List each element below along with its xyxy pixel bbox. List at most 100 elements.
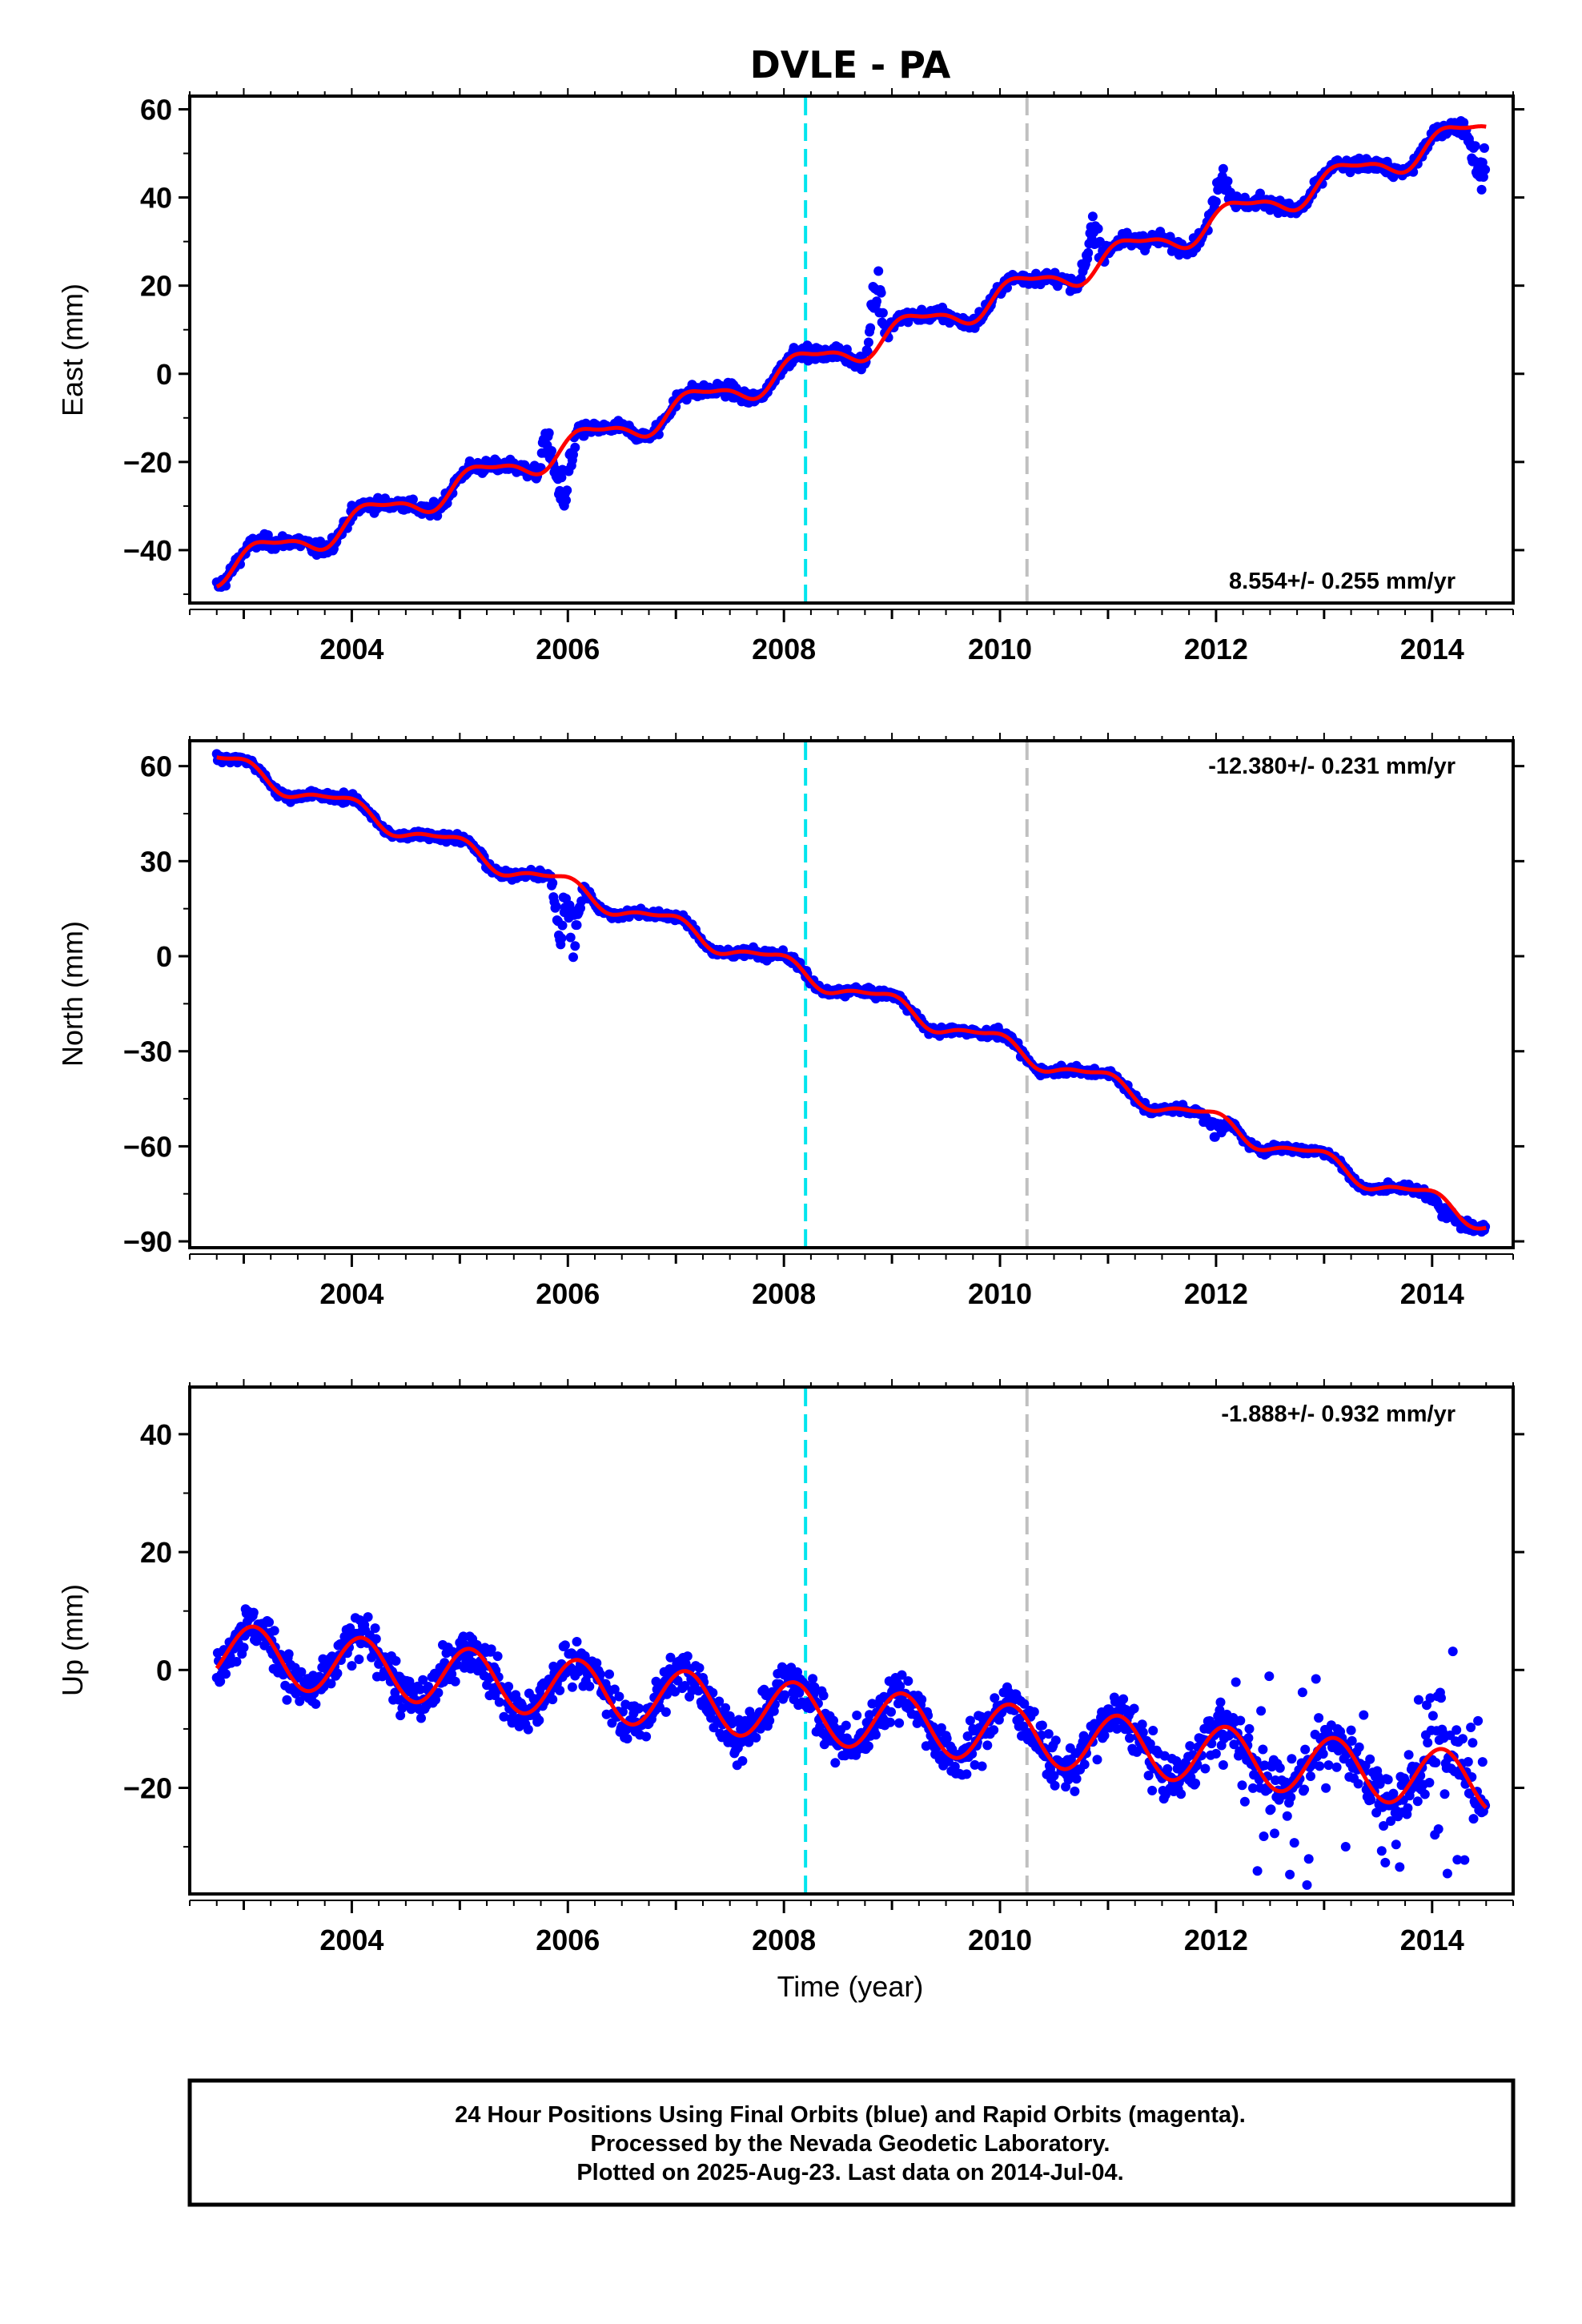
up-xtick-label: 2010 [968,1924,1032,1956]
up-data-point [248,1607,259,1618]
east-data-point [408,494,418,505]
east-data-point [1480,164,1491,175]
up-data-point [1256,1706,1267,1716]
up-data-point [1395,1862,1405,1872]
up-data-point [264,1617,274,1627]
up-data-point [1286,1792,1296,1803]
up-data-point [534,1715,544,1726]
north-data-points [211,749,1491,1237]
east-data-point [872,296,881,307]
up-data-point [1287,1754,1297,1764]
up-data-point [614,1691,624,1702]
east-data-point [579,431,589,441]
up-data-point [1037,1720,1047,1731]
east-xtick-label: 2004 [319,633,383,665]
up-data-point [1433,1824,1443,1834]
up-data-point [1237,1780,1247,1791]
up-xtick-label: 2004 [319,1924,383,1956]
north-ytick-label: −90 [123,1225,172,1258]
up-ytick-label: −20 [123,1772,172,1805]
up-data-point [494,1697,504,1707]
east-data-point [568,449,578,460]
up-data-point [584,1681,595,1691]
up-data-point [1403,1803,1413,1813]
north-ytick-label: 0 [156,940,172,973]
up-rate-label: -1.888+/- 0.932 mm/yr [1221,1401,1456,1427]
east-data-point [1223,176,1233,187]
up-data-point [1431,1758,1441,1767]
north-xtick-label: 2004 [319,1277,383,1310]
up-data-point [1264,1671,1275,1682]
up-data-point [1412,1796,1423,1807]
up-data-point [1148,1726,1158,1735]
up-data-point [1299,1784,1310,1795]
up-data-point [1129,1703,1139,1714]
up-data-point [818,1691,829,1701]
east-data-point [1211,196,1221,207]
up-data-point [1354,1742,1364,1752]
east-xtick-label: 2012 [1184,633,1248,665]
x-axis-label: Time (year) [777,1970,924,2003]
up-data-point [989,1725,999,1735]
east-data-point [862,347,873,357]
up-data-point [1477,1757,1488,1767]
up-data-point [548,1695,558,1705]
up-data-point [1300,1744,1311,1755]
north-ticks: −90 −60 −30 0 30 60 2004 2006 2008 2010 2012 2014 [123,733,1524,1310]
east-data-point [1478,172,1488,182]
east-data-points [211,116,1491,592]
up-data-point [1423,1738,1433,1748]
up-data-point [1071,1774,1082,1784]
up-data-point [1118,1694,1129,1704]
up-data-point [1365,1754,1375,1764]
up-data-point [622,1734,632,1744]
north-data-point [565,932,576,943]
up-data-point [1176,1789,1186,1799]
east-data-point [550,464,560,474]
up-data-point [1050,1780,1060,1791]
up-data-point [523,1724,533,1735]
north-rate-label: -12.380+/- 0.231 mm/yr [1208,754,1456,779]
up-data-point [1403,1750,1414,1760]
up-data-point [1439,1789,1450,1799]
east-event-lines [804,98,1029,601]
up-data-point [282,1695,292,1705]
up-data-point [1258,1744,1268,1755]
up-data-point [555,1685,565,1695]
north-event-lines [804,742,1029,1246]
up-data-point [332,1668,343,1679]
east-data-point [1087,211,1098,222]
east-xtick-label: 2006 [536,633,600,665]
up-data-point [1050,1735,1061,1746]
up-data-point [221,1669,231,1679]
up-data-point [1314,1713,1324,1723]
up-data-point [1231,1677,1241,1687]
up-data-point [1289,1838,1299,1848]
up-data-point [1323,1760,1334,1771]
up-data-point [965,1715,975,1726]
up-data-point [1302,1880,1312,1890]
up-data-point [1315,1761,1325,1771]
up-data-point [1346,1725,1356,1735]
up-model-fit-line [215,1624,1488,1810]
up-data-point [1473,1715,1484,1726]
up-data-point [1318,1749,1328,1759]
up-plot-frame [188,1385,1515,1896]
up-data-point [1270,1828,1279,1839]
north-data-point [572,920,582,931]
up-data-point [1383,1775,1393,1785]
up-data-point [765,1715,775,1726]
up-data-point [1413,1695,1423,1705]
up-data-point [737,1755,748,1766]
up-data-point [1436,1693,1446,1703]
up-data-point [239,1642,249,1653]
east-ytick-label: 0 [156,358,172,391]
up-data-point [604,1669,614,1679]
north-ytick-label: 30 [140,845,172,878]
east-ytick-label: 60 [140,94,172,127]
up-data-point [1424,1778,1435,1787]
up-event-lines [804,1389,1029,1892]
up-data-point [1306,1771,1315,1781]
up-data-point [1211,1748,1221,1759]
up-data-point [1452,1725,1462,1735]
